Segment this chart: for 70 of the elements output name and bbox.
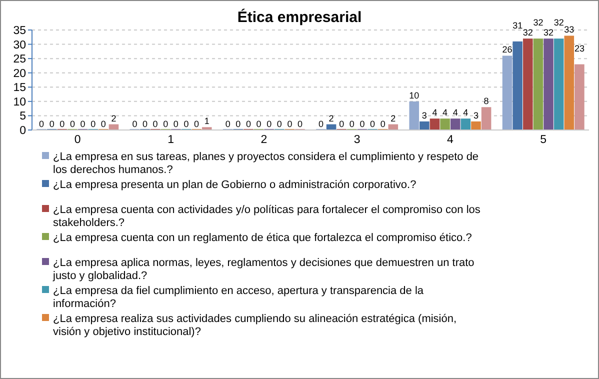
data-label: 0 xyxy=(339,119,344,129)
y-tick-label: 35 xyxy=(13,25,26,38)
x-tick-label: 1 xyxy=(168,134,174,146)
data-label: 2 xyxy=(328,113,334,124)
data-label: 4 xyxy=(463,108,468,118)
legend-label: ¿La empresa realiza sus actividades cumpliendo su alineación estratégica (misión, visión y objetivo institucional)? xyxy=(53,313,457,338)
data-label: 32 xyxy=(533,18,544,28)
data-label: 0 xyxy=(370,119,376,129)
data-label: 0 xyxy=(142,119,148,129)
data-label: 32 xyxy=(522,28,533,38)
data-label: 0 xyxy=(225,119,230,129)
x-tick-label: 2 xyxy=(260,134,268,146)
data-label: 3 xyxy=(473,110,478,120)
data-label: 2 xyxy=(390,113,396,124)
data-label: 0 xyxy=(298,119,303,129)
data-label: 0 xyxy=(246,119,251,129)
data-label: 0 xyxy=(173,119,178,129)
data-label: 0 xyxy=(360,119,365,129)
data-label: 0 xyxy=(80,119,86,129)
x-tick-label: 0 xyxy=(74,134,81,146)
y-tick-label: 25 xyxy=(13,54,26,66)
data-label: 4 xyxy=(452,108,458,118)
legend-label: ¿La empresa da fiel cumplimiento en acceso, apertura y transparencia de la información? xyxy=(53,285,424,310)
data-label: 1 xyxy=(204,116,210,126)
data-label: 33 xyxy=(564,24,574,35)
legend-label: ¿La empresa cuenta con un reglamento de ética que fortalezca el compromiso ético.? xyxy=(53,232,472,244)
data-label: 2 xyxy=(111,113,116,124)
data-label: 0 xyxy=(266,119,272,129)
x-tick-label: 3 xyxy=(354,134,360,146)
data-label: 23 xyxy=(574,43,584,54)
legend-label: ¿La empresa presenta un plan de Gobierno o administración corporativo.? xyxy=(53,179,416,191)
y-tick-label: 15 xyxy=(13,82,26,94)
y-tick-label: 20 xyxy=(13,68,26,80)
data-label: 0 xyxy=(194,119,200,129)
data-label: 10 xyxy=(409,90,420,100)
data-label: 0 xyxy=(163,119,168,129)
y-tick-label: 10 xyxy=(13,96,26,108)
data-label: 0 xyxy=(318,119,324,129)
data-label: 0 xyxy=(60,119,65,129)
data-label: 0 xyxy=(100,119,106,129)
data-label: 0 xyxy=(276,119,282,129)
data-label: 26 xyxy=(502,44,512,55)
legend-label: ¿La empresa cuenta con actividades y/o políticas para fortalecer el compromiso con los stakeholders.? xyxy=(53,204,481,229)
legend-label: ¿La empresa en sus tareas, planes y proyectos considera el cumplimiento y respeto de los derechos humanos.? xyxy=(53,151,479,176)
data-label: 0 xyxy=(49,119,54,129)
data-label: 0 xyxy=(380,119,386,129)
data-label: 32 xyxy=(544,28,554,38)
data-label: 0 xyxy=(349,119,354,129)
data-label: 0 xyxy=(39,119,44,129)
y-tick-label: 0 xyxy=(20,125,26,138)
data-label: 32 xyxy=(554,18,564,28)
data-label: 31 xyxy=(512,20,523,30)
chart-title: Ética empresarial xyxy=(237,8,362,26)
data-label: 0 xyxy=(152,119,158,129)
data-label: 0 xyxy=(236,119,241,129)
legend-label: ¿La empresa aplica normas, leyes, reglamentos y decisiones que demuestren un trato justo y globalidad.? xyxy=(52,257,474,282)
data-label: 0 xyxy=(287,119,292,129)
data-label: 0 xyxy=(184,119,189,129)
y-tick-label: 5 xyxy=(20,110,26,123)
data-label: 0 xyxy=(256,119,262,129)
y-tick-label: 30 xyxy=(13,39,26,52)
x-tick-label: 5 xyxy=(540,134,547,146)
data-label: 8 xyxy=(484,96,489,106)
data-label: 3 xyxy=(422,110,427,120)
data-label: 0 xyxy=(70,119,75,129)
data-label: 4 xyxy=(432,108,438,118)
data-label: 0 xyxy=(90,119,96,129)
data-label: 4 xyxy=(442,108,448,118)
x-tick-label: 4 xyxy=(447,134,454,146)
data-label: 0 xyxy=(132,119,138,129)
